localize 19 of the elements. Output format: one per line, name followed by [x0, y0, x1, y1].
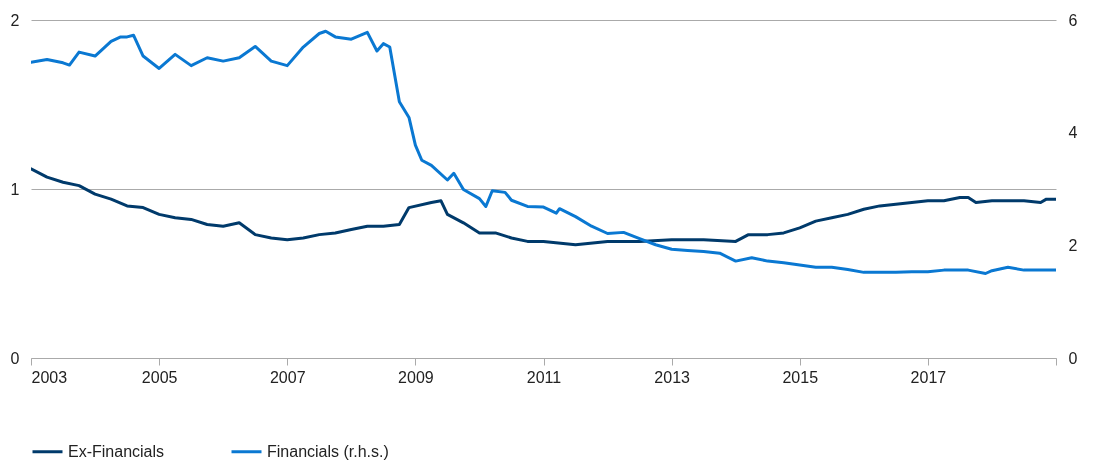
- x-tick-label: 2007: [269, 368, 306, 386]
- y-tick-label: 2: [10, 11, 20, 29]
- y-tick-label: 1: [10, 180, 20, 198]
- x-tick-label: 2003: [31, 368, 68, 386]
- y2-tick-label: 4: [1068, 124, 1078, 142]
- x-tick-label: 2015: [782, 368, 819, 386]
- x-tick-label: 2009: [398, 368, 434, 386]
- y2-tick-label: 6: [1068, 11, 1078, 29]
- y-tick-label: 0: [10, 349, 20, 367]
- line-series: [31, 167, 1056, 247]
- y2-tick-label: 2: [1068, 236, 1078, 254]
- x-tick-label: 2011: [526, 368, 562, 386]
- legend-label: Financials (r.h.s.): [267, 442, 389, 460]
- x-tick-label: 2013: [654, 368, 691, 386]
- x-tick-label: 2005: [141, 368, 178, 386]
- y2-tick-label: 0: [1068, 349, 1078, 367]
- x-tick-label: 2017: [910, 368, 947, 386]
- legend-label: Ex-Financials: [68, 442, 165, 460]
- line-series: [31, 29, 1056, 275]
